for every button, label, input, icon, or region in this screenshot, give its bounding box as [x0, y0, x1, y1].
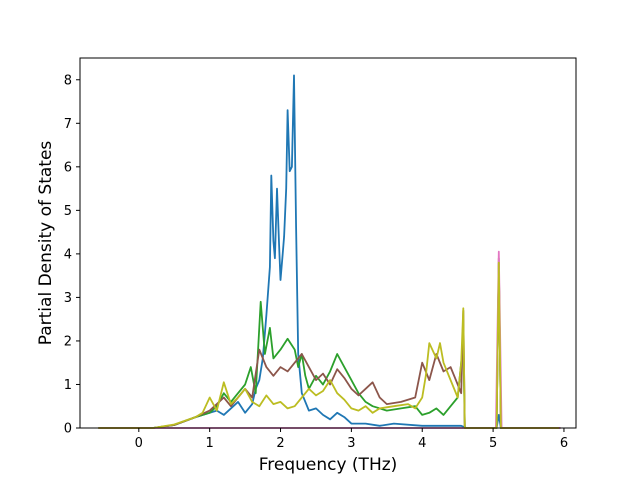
y-tick-label: 4 — [64, 247, 72, 262]
x-axis-label: Frequency (THz) — [259, 455, 398, 475]
y-tick-label: 2 — [64, 334, 72, 349]
x-tick-label: 5 — [489, 436, 497, 451]
x-tick-label: 3 — [347, 436, 355, 451]
series-line-4 — [98, 261, 559, 429]
y-tick-label: 3 — [64, 291, 72, 306]
y-tick-label: 5 — [64, 204, 72, 219]
series-line-0 — [98, 74, 561, 429]
plot-frame — [79, 57, 577, 429]
y-tick-label: 7 — [64, 117, 72, 132]
x-tick-label: 6 — [560, 436, 568, 451]
y-tick-label: 8 — [64, 73, 72, 88]
x-tick-label: 1 — [206, 436, 214, 451]
y-tick-label: 1 — [64, 378, 72, 393]
x-tick-label: 0 — [135, 436, 143, 451]
series-line-1 — [98, 261, 561, 429]
x-tick-label: 2 — [276, 436, 284, 451]
y-tick-label: 6 — [64, 160, 72, 175]
y-axis-label: Partial Density of States — [36, 141, 56, 346]
y-tick-label: 0 — [64, 422, 72, 437]
series-line-2 — [98, 257, 561, 429]
y-axis: 0 1 2 3 4 5 6 7 8 — [64, 73, 80, 437]
x-tick-label: 4 — [418, 436, 426, 451]
x-axis: 0 1 2 3 4 5 6 — [135, 428, 568, 451]
